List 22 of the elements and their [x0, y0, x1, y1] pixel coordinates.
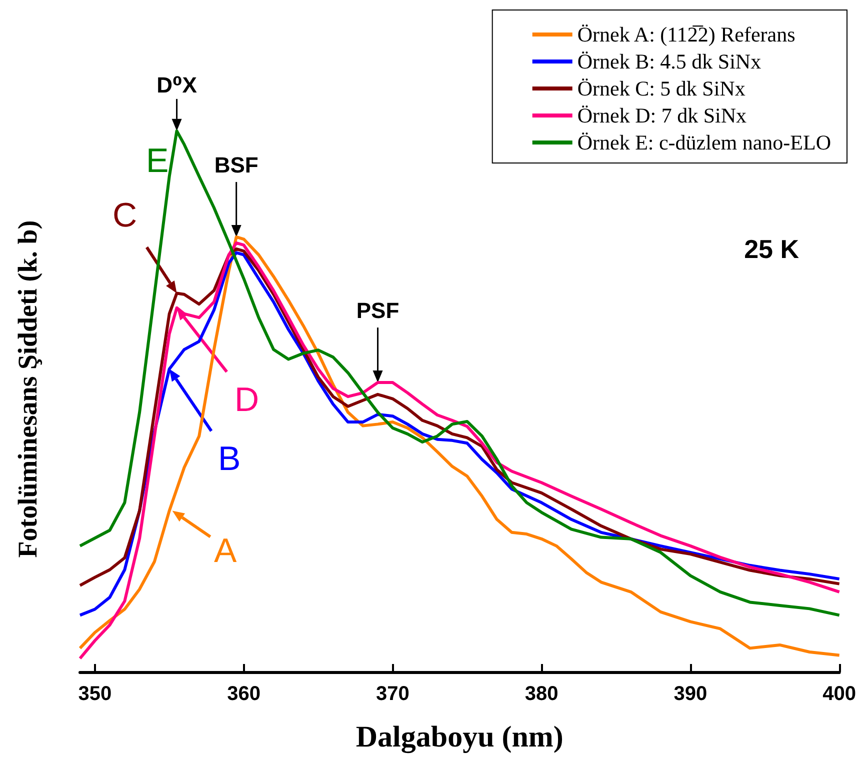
- legend-label: Örnek B: 4.5 dk SiNx: [577, 50, 762, 74]
- annotation: A: [214, 532, 237, 570]
- annotation: BSF: [214, 152, 258, 178]
- annotation: E: [146, 142, 169, 180]
- x-tick-label: 390: [674, 683, 708, 705]
- y-axis-title: Fotolüminesans Şiddeti (k. b): [12, 220, 42, 558]
- annotation: PSF: [356, 298, 400, 324]
- annotation: D: [234, 380, 260, 419]
- legend-label: Örnek C: 5 dk SiNx: [577, 76, 746, 100]
- x-tick-label: 370: [376, 683, 410, 705]
- x-tick-label: 380: [524, 683, 558, 705]
- x-axis-title: Dalgaboyu (nm): [356, 720, 564, 754]
- legend-label: Örnek A: (112̅2) Referans: [577, 22, 796, 46]
- annotation: D⁰X: [156, 72, 198, 98]
- legend-label: Örnek E: c-düzlem nano-ELO: [577, 130, 832, 154]
- annotation: 25 K: [744, 234, 800, 264]
- annotation: C: [112, 196, 138, 234]
- annotation: B: [218, 440, 241, 478]
- x-tick-label: 360: [227, 683, 260, 705]
- x-tick-label: 350: [78, 683, 112, 705]
- legend-label: Örnek D: 7 dk SiNx: [577, 104, 748, 128]
- x-tick-label: 400: [822, 683, 856, 705]
